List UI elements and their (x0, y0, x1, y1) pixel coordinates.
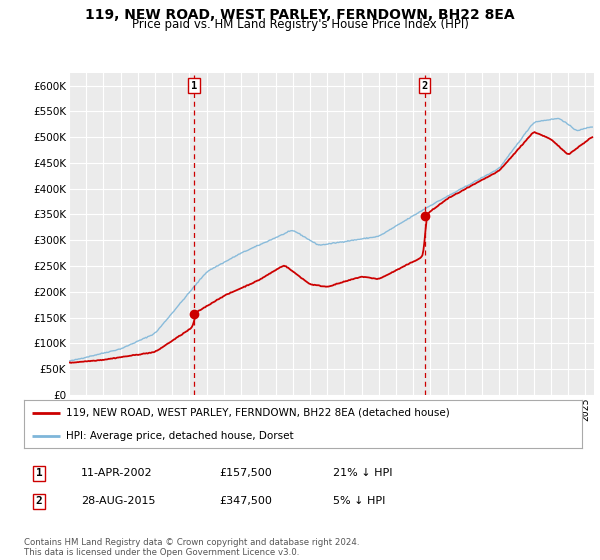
Text: 119, NEW ROAD, WEST PARLEY, FERNDOWN, BH22 8EA (detached house): 119, NEW ROAD, WEST PARLEY, FERNDOWN, BH… (66, 408, 449, 418)
Text: 21% ↓ HPI: 21% ↓ HPI (333, 468, 392, 478)
Text: Price paid vs. HM Land Registry's House Price Index (HPI): Price paid vs. HM Land Registry's House … (131, 18, 469, 31)
Text: £157,500: £157,500 (219, 468, 272, 478)
Text: 119, NEW ROAD, WEST PARLEY, FERNDOWN, BH22 8EA: 119, NEW ROAD, WEST PARLEY, FERNDOWN, BH… (85, 8, 515, 22)
Text: 1: 1 (35, 468, 43, 478)
Text: 1: 1 (191, 81, 197, 91)
Text: 11-APR-2002: 11-APR-2002 (81, 468, 152, 478)
Text: Contains HM Land Registry data © Crown copyright and database right 2024.
This d: Contains HM Land Registry data © Crown c… (24, 538, 359, 557)
Text: 2: 2 (35, 496, 43, 506)
Text: 5% ↓ HPI: 5% ↓ HPI (333, 496, 385, 506)
Text: 28-AUG-2015: 28-AUG-2015 (81, 496, 155, 506)
Text: £347,500: £347,500 (219, 496, 272, 506)
Text: 2: 2 (421, 81, 428, 91)
Text: HPI: Average price, detached house, Dorset: HPI: Average price, detached house, Dors… (66, 431, 293, 441)
